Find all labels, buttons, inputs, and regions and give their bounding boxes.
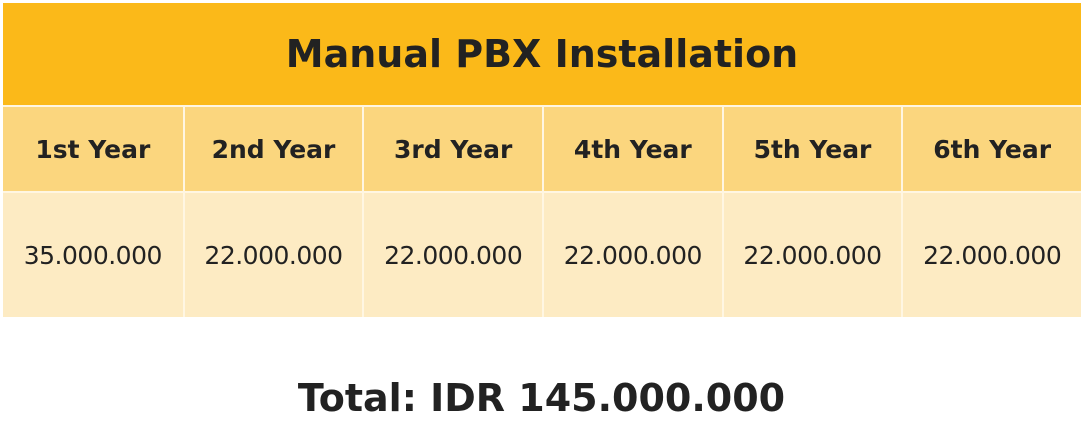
total-price: Total: IDR 145.000.000 (297, 376, 786, 420)
header-cell-year-4: 4th Year (542, 105, 722, 191)
value-row: 35.000.000 22.000.000 22.000.000 22.000.… (3, 191, 1081, 317)
table-title: Manual PBX Installation (3, 3, 1081, 105)
value-cell-year-1: 35.000.000 (3, 191, 183, 317)
header-cell-year-1: 1st Year (3, 105, 183, 191)
header-cell-year-2: 2nd Year (182, 105, 363, 191)
value-cell-year-3: 22.000.000 (362, 191, 542, 317)
pricing-table: Manual PBX Installation 1st Year 2nd Yea… (3, 3, 1081, 321)
header-cell-year-6: 6th Year (901, 105, 1081, 191)
header-cell-year-3: 3rd Year (362, 105, 542, 191)
value-cell-year-6: 22.000.000 (901, 191, 1081, 317)
value-cell-year-4: 22.000.000 (542, 191, 722, 317)
header-row: 1st Year 2nd Year 3rd Year 4th Year 5th … (3, 105, 1081, 191)
value-cell-year-5: 22.000.000 (721, 191, 902, 317)
header-cell-year-5: 5th Year (721, 105, 902, 191)
value-cell-year-2: 22.000.000 (182, 191, 363, 317)
